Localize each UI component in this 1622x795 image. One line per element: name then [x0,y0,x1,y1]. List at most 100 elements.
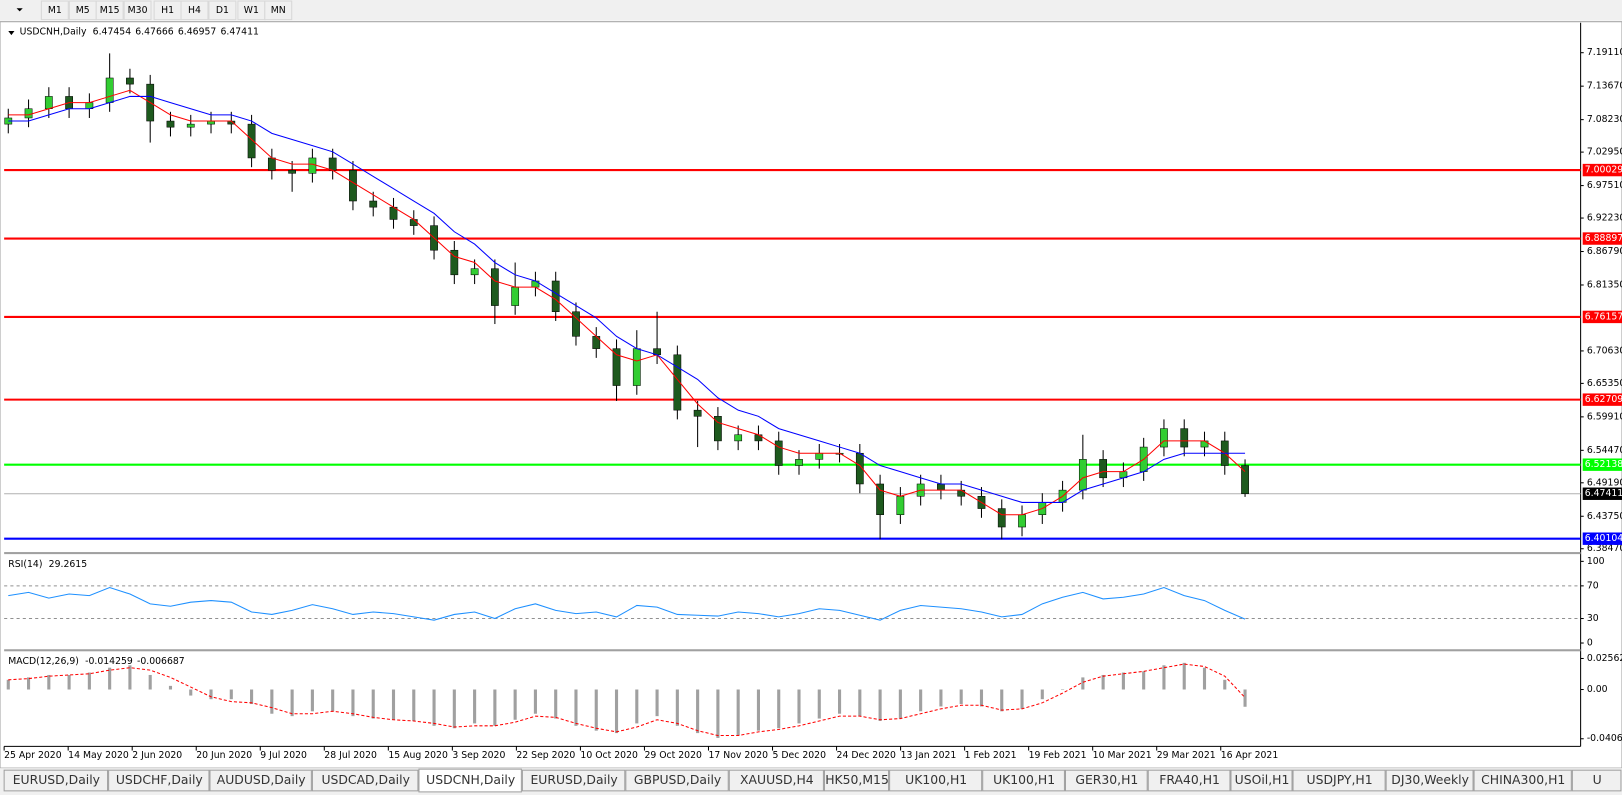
timeframe-button[interactable]: H1 [153,0,182,21]
x-tick-label: 16 Apr 2021 [1221,750,1279,761]
candle-body [166,120,175,128]
candle-body [511,286,520,306]
symbol-tab[interactable]: USDJPY,H1 [1292,769,1386,792]
collapse-arrow [8,31,15,36]
tab-label: GBPUSD,Daily [634,772,721,787]
tab-label: UK100,H1 [905,772,967,787]
timeframe-button[interactable]: H4 [180,0,209,21]
macd-bar [493,689,497,726]
macd-bar [412,689,416,721]
moving-average [8,95,1246,503]
timeframe-button-frame [264,0,293,21]
level-label-box [1582,458,1622,471]
y-tick-label: 6.97510 [1587,180,1622,191]
candle-body [1018,514,1026,528]
candle-body [531,280,540,288]
symbol-tab[interactable]: HK50,M15 [823,769,890,792]
macd-signal [8,663,1246,737]
symbol-tab[interactable]: EURUSD,Daily [521,769,626,792]
macd-bar [858,689,862,717]
symbol-tab[interactable]: USOil,H1 [1230,769,1293,792]
macd-bar [817,689,821,719]
macd-bar [1142,671,1146,690]
symbol-tab[interactable]: GBPUSD,Daily [625,769,729,792]
timeframe-button[interactable]: MN [264,0,293,21]
tab-frame [1147,769,1231,792]
macd-bar [26,677,31,690]
macd-bar [1061,689,1065,691]
symbol-tab[interactable]: XAUUSD,H4 [728,769,824,792]
symbol-tab[interactable]: EURUSD,Daily [3,769,109,792]
y-tick-label: 100 [1587,556,1605,567]
header-value: 6.47454 [93,27,132,38]
candle-body [24,108,33,119]
tab-label: USOil,H1 [1235,772,1290,787]
macd-bar [250,689,254,705]
panel-separator [4,649,1581,652]
macd-bar [635,689,639,724]
candle-body [957,489,966,497]
y-tick-label: 6.81350 [1587,279,1622,290]
candle-body [876,483,884,515]
symbol-tab[interactable]: CHINA300,H1 [1473,769,1572,792]
symbol-tab[interactable]: FRA40,H1 [1147,769,1231,792]
y-tick-label: 7.13670 [1587,81,1622,92]
x-tick-label: 28 Jul 2020 [324,750,377,761]
indicator-title: USDCNH,Daily [20,27,87,38]
macd-bar [1081,677,1085,690]
symbol-tab[interactable]: USDCHF,Daily [108,769,210,792]
tab-frame [625,769,729,792]
tab-frame [311,769,419,792]
symbol-tab[interactable]: DJ30,Weekly [1385,769,1474,792]
candle-body [470,268,479,276]
symbol-tab[interactable]: USDCAD,Daily [311,769,419,792]
macd-bar [473,689,477,724]
timeframe-button[interactable]: D1 [208,0,237,21]
x-tick-label: 25 Apr 2020 [4,750,62,761]
macd-bar [270,689,274,714]
y-tick-label: 6.86790 [1587,246,1622,257]
candle-body [551,280,560,312]
timeframe-button[interactable]: M5 [68,0,97,21]
macd-bar [655,689,659,717]
symbol-tab[interactable]: AUDUSD,Daily [209,769,312,792]
timeframe-button[interactable]: M15 [95,0,124,21]
symbol-tab[interactable]: USDCNH,Daily [418,768,522,793]
tab-frame [1230,769,1293,792]
symbol-tab[interactable]: UK100,H1 [982,769,1065,792]
symbol-tab[interactable]: UK100,H1 [889,769,983,792]
tab-frame [209,769,312,792]
macd-bar [1101,674,1105,690]
symbol-tab[interactable]: GER30,H1 [1064,769,1148,792]
y-tick-label: 6.59910 [1587,411,1622,422]
candle-body [369,200,378,208]
candle-body [490,268,499,306]
level-label: 6.52138 [1585,459,1622,470]
tab-label: USDJPY,H1 [1307,772,1373,787]
moving-average [8,89,1246,516]
current-price-box [1582,487,1622,500]
panel-separator [4,552,1581,555]
candle-body [409,219,418,226]
tab-label: USDCNH,Daily [426,772,515,787]
header-value: 6.47411 [220,27,259,38]
candle-body [1160,428,1168,448]
candle-body [267,157,276,171]
x-tick-label: 10 Mar 2021 [1093,750,1152,761]
timeframe-button-frame [180,0,209,21]
timeframe-button[interactable]: M1 [40,0,69,21]
macd-bar [574,689,578,726]
timeframe-button[interactable]: W1 [237,0,266,21]
candle-body [126,77,134,85]
menu-button[interactable] [1,1,26,20]
macd-bar [696,689,700,734]
tab-frame [1292,769,1386,792]
candle-body [714,416,722,442]
symbol-tab[interactable]: U [1571,769,1622,792]
timeframe-button[interactable]: M30 [123,0,152,21]
level-label: 7.00029 [1585,165,1622,176]
macd-bar [47,674,51,690]
macd-bar [594,689,598,731]
